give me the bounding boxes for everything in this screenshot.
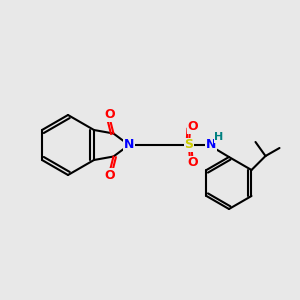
Text: O: O (188, 121, 198, 134)
Text: N: N (206, 139, 216, 152)
Text: H: H (214, 132, 224, 142)
Text: S: S (184, 139, 194, 152)
Text: O: O (188, 157, 198, 169)
Text: O: O (104, 108, 115, 121)
Text: O: O (104, 169, 115, 182)
Text: N: N (124, 139, 134, 152)
